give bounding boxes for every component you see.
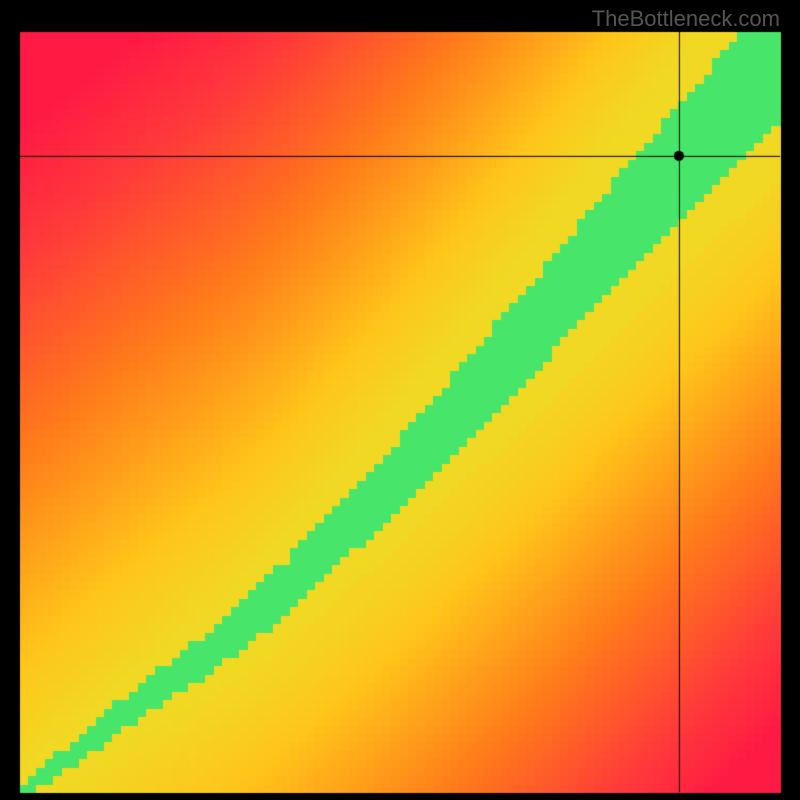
watermark-text: TheBottleneck.com bbox=[592, 6, 780, 32]
chart-container: TheBottleneck.com bbox=[0, 0, 800, 800]
bottleneck-heatmap bbox=[0, 0, 800, 800]
